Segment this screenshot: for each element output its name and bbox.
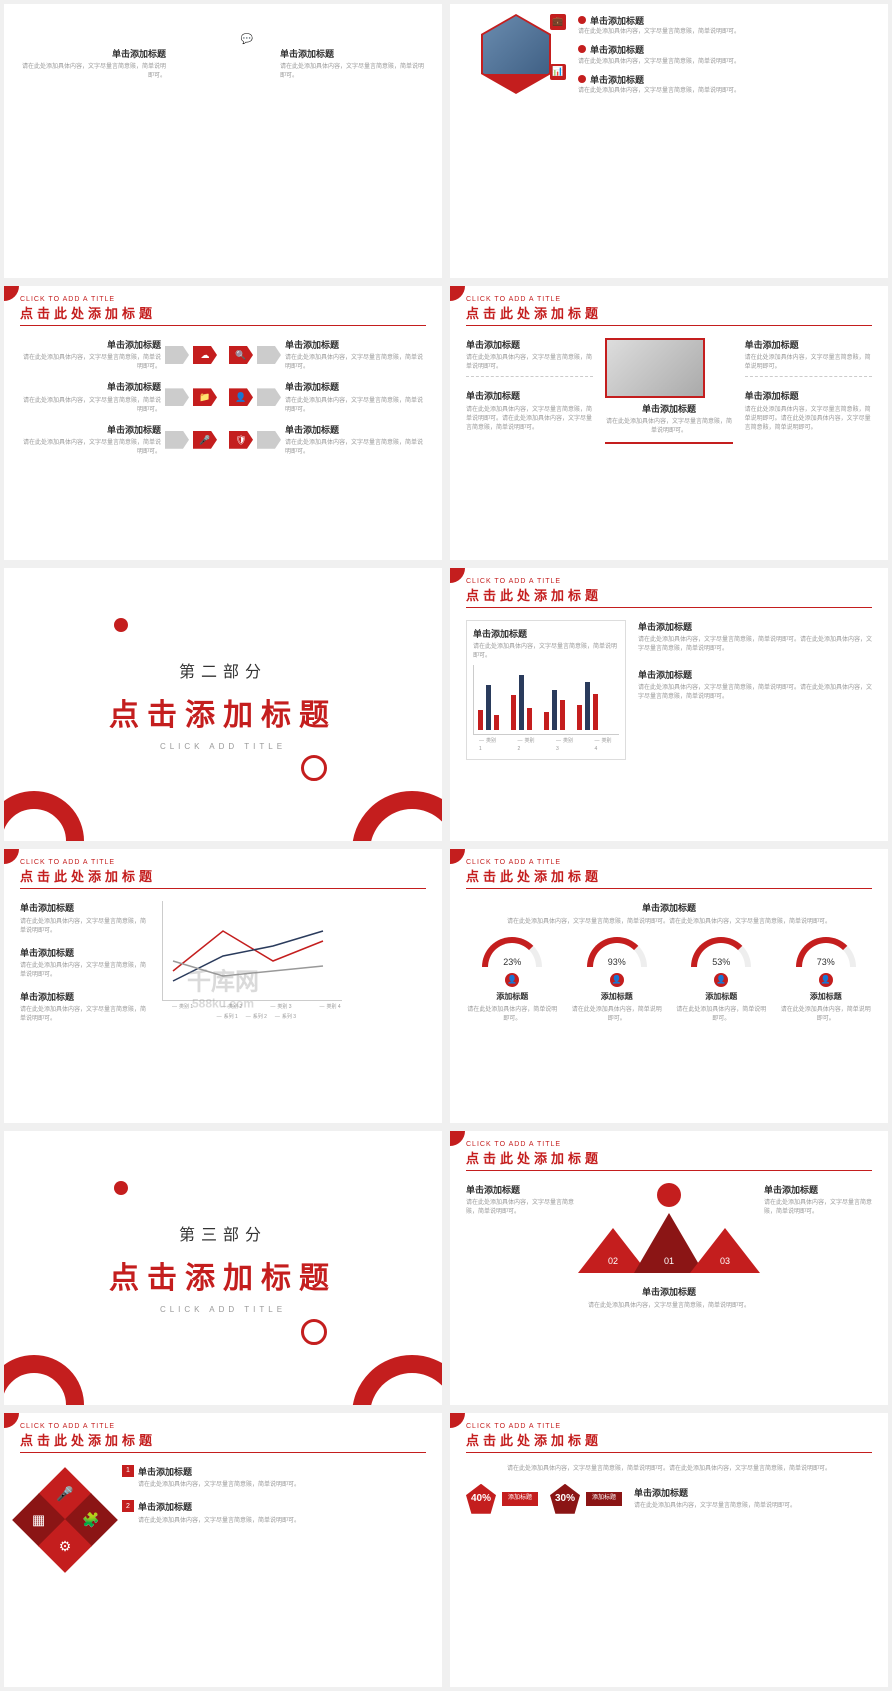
- person-icon: 👤: [229, 388, 253, 406]
- mic-icon: 🎤: [193, 431, 217, 449]
- qr-icon: ▦: [32, 1509, 45, 1531]
- item-title: 单击添加标题: [20, 47, 166, 61]
- slide-linechart: CLICK TO ADD A TITLE点击此处添加标题 单击添加标题请在此处添…: [4, 849, 442, 1123]
- triangle-diagram: 🖨 💬: [178, 24, 268, 104]
- shield-icon: 🛡: [229, 431, 253, 449]
- puzzle-icon: 🧩: [82, 1509, 99, 1531]
- gear-icon: ⚙: [59, 1535, 72, 1557]
- person-icon: 👤: [505, 973, 519, 987]
- mic-icon: 🎤: [56, 1483, 73, 1505]
- diamond-diagram: 🎤 ▦ 🧩 ⚙: [20, 1475, 110, 1565]
- briefcase-icon: 💼: [550, 14, 566, 30]
- chart-categories: 类别 1类别 2类别 3类别 4: [473, 737, 619, 753]
- slide-3col-image: CLICK TO ADD A TITLE点击此处添加标题 单击添加标题请在此处添…: [450, 286, 888, 560]
- line-categories: 类别 1类别 2类别 3类别 4: [162, 1003, 351, 1011]
- cloud-icon: ☁: [193, 346, 217, 364]
- bar-chart: [473, 665, 619, 735]
- line-legend: 系列 1系列 2系列 3: [162, 1013, 351, 1021]
- section-3-divider: 第三部分 点击添加标题 CLICK ADD TITLE: [4, 1131, 442, 1405]
- triangle-mountains: 02 01 03: [586, 1213, 752, 1277]
- meeting-image: [605, 338, 705, 398]
- chat-icon: 💬: [241, 32, 253, 48]
- slide-diamonds: CLICK TO ADD A TITLE点击此处添加标题 🎤 ▦ 🧩 ⚙ 1单击…: [4, 1413, 442, 1687]
- hexagon-image: [481, 34, 551, 74]
- slide-grid: 单击添加标题 请在此处添加具体内容，文字尽量言简意赅，简单说明即可。 🖨 💬 单…: [0, 0, 892, 1691]
- slide-gauges: CLICK TO ADD A TITLE点击此处添加标题 单击添加标题请在此处添…: [450, 849, 888, 1123]
- slide-barchart: CLICK TO ADD A TITLE点击此处添加标题 单击添加标题 请在此处…: [450, 568, 888, 842]
- slide-arrows: CLICK TO ADD A TITLE点击此处添加标题 单击添加标题请在此处添…: [4, 286, 442, 560]
- pentagon-40: 40%: [466, 1484, 496, 1514]
- globe-icon: [657, 1183, 681, 1207]
- item-desc: 请在此处添加具体内容，文字尽量言简意赅，简单说明即可。: [20, 63, 166, 81]
- slide-pentagons: CLICK TO ADD A TITLE点击此处添加标题 请在此处添加具体内容，…: [450, 1413, 888, 1687]
- gauge: [482, 937, 542, 967]
- section-2-divider: 第二部分 点击添加标题 CLICK ADD TITLE: [4, 568, 442, 842]
- gauge: [796, 937, 856, 967]
- printer-icon: 🖨: [193, 32, 206, 48]
- slide-mountains: CLICK TO ADD A TITLE点击此处添加标题 单击添加标题请在此处添…: [450, 1131, 888, 1405]
- pentagon-30: 30%: [550, 1484, 580, 1514]
- slide-hexagon: 💼 📊 单击添加标题 请在此处添加具体内容，文字尽量言简意赅，简单说明即可。 单…: [450, 4, 888, 278]
- gauge: [691, 937, 751, 967]
- search-icon: 🔍: [229, 346, 253, 364]
- person-icon: 👤: [819, 973, 833, 987]
- line-chart: [162, 901, 342, 1001]
- slide-triangles: 单击添加标题 请在此处添加具体内容，文字尽量言简意赅，简单说明即可。 🖨 💬 单…: [4, 4, 442, 278]
- person-icon: 👤: [610, 973, 624, 987]
- gauge: [587, 937, 647, 967]
- chart-icon: 📊: [550, 64, 566, 80]
- person-icon: 👤: [714, 973, 728, 987]
- gauge-row: 23%👤添加标题请在此处添加具体内容，简单说明即可。93%👤添加标题请在此处添加…: [466, 937, 872, 1024]
- folder-icon: 📁: [193, 388, 217, 406]
